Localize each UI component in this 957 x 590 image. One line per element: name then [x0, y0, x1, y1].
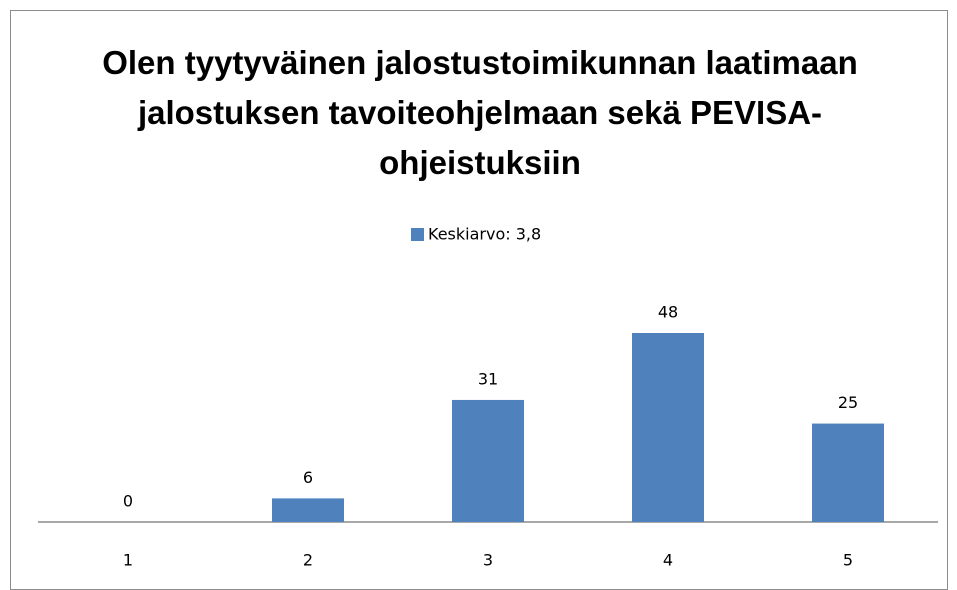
bar [812, 423, 884, 522]
data-label: 31 [478, 369, 498, 388]
data-label: 6 [303, 468, 313, 487]
bar [272, 498, 344, 522]
data-label: 48 [658, 303, 678, 322]
data-label: 25 [838, 393, 858, 412]
x-tick-label: 4 [663, 551, 673, 570]
x-tick-label: 2 [303, 551, 313, 570]
bar [452, 399, 524, 522]
bar [632, 333, 704, 522]
chart-title: Olen tyytyväinen jalostustoimikunnan laa… [102, 44, 858, 181]
legend-label: Keskiarvo: 3,8 [428, 225, 541, 244]
data-label: 0 [123, 492, 133, 511]
x-tick-label: 3 [483, 551, 493, 570]
x-tick-label: 1 [123, 551, 133, 570]
x-tick-label: 5 [843, 551, 853, 570]
legend-swatch [411, 228, 424, 241]
